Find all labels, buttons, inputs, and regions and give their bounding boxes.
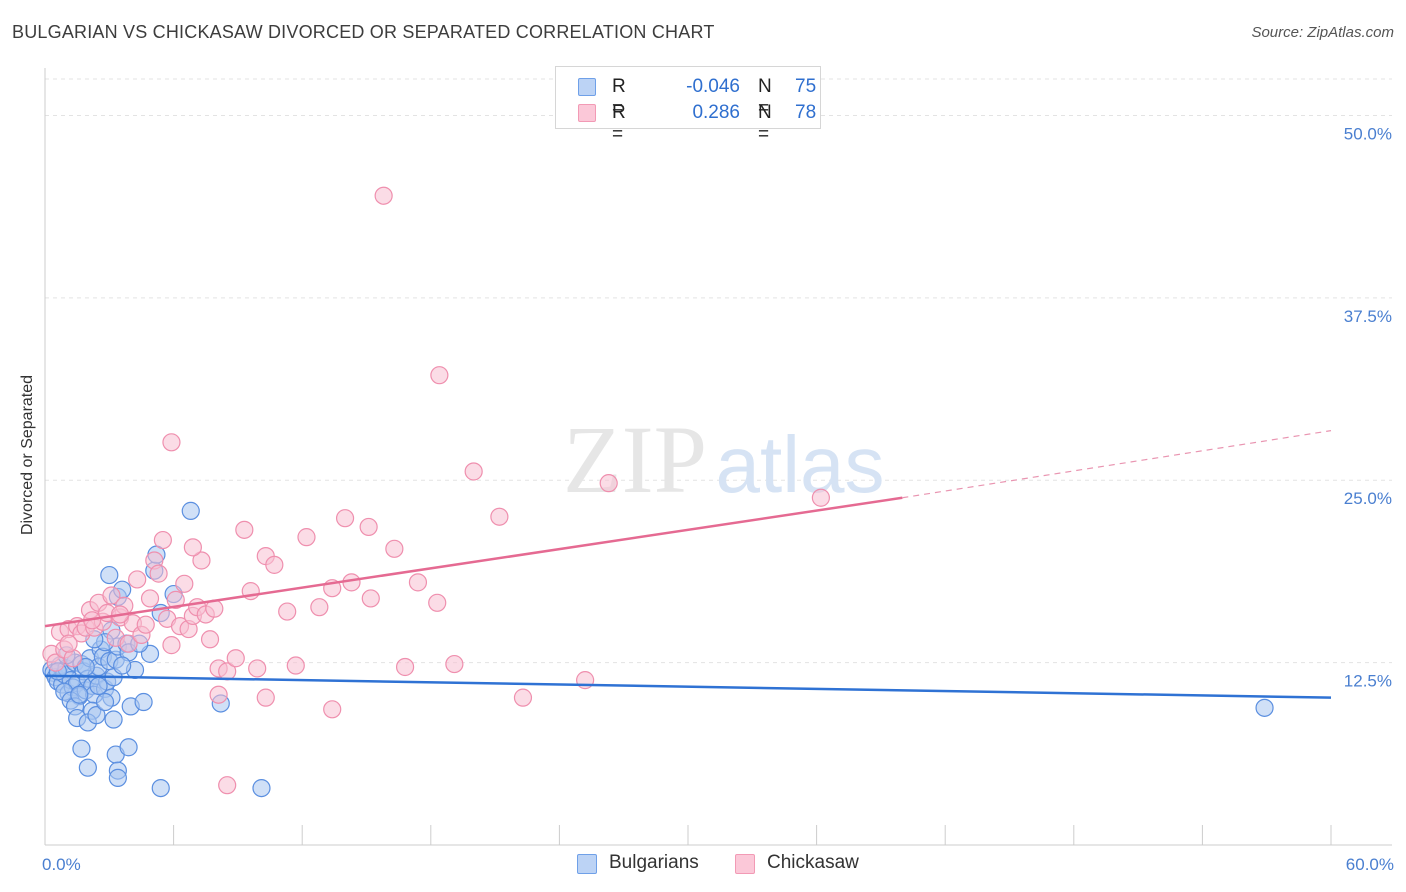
bottom-legend-swatch-chickasaw xyxy=(735,854,755,874)
data-point xyxy=(445,654,464,674)
data-point xyxy=(46,653,65,672)
data-point xyxy=(151,778,170,798)
data-point xyxy=(359,517,378,537)
data-point xyxy=(192,551,211,570)
trend-line-bulgarians xyxy=(44,674,1332,699)
data-point xyxy=(200,630,220,649)
data-point xyxy=(252,778,271,798)
grid-lines xyxy=(45,78,1392,664)
legend-n-label: N = xyxy=(758,76,772,119)
y-tick-label: 37.5% xyxy=(1344,307,1392,326)
data-point xyxy=(89,676,108,696)
data-point xyxy=(166,590,185,609)
legend-r-label: R = xyxy=(612,76,626,119)
data-point xyxy=(108,768,127,787)
data-point xyxy=(119,634,138,653)
data-point xyxy=(140,589,160,608)
axes xyxy=(44,68,1392,846)
series-chickasaw xyxy=(42,186,830,795)
correlation-legend: R = -0.046 N = 75 R = 0.286 N = 78 xyxy=(555,66,821,145)
series-bulgarians xyxy=(42,501,1274,798)
data-point xyxy=(256,688,275,707)
data-point xyxy=(87,706,106,725)
data-point xyxy=(265,555,284,574)
tick-labels: 12.5% 25.0% 37.5% 50.0% 0.0% 60.0% xyxy=(42,124,1394,874)
data-point xyxy=(278,602,297,621)
data-point xyxy=(310,598,329,617)
bottom-legend-label-bulgarians: Bulgarians xyxy=(609,852,699,873)
data-point xyxy=(149,564,168,583)
data-point xyxy=(1255,698,1274,717)
data-point xyxy=(490,507,509,526)
data-point xyxy=(175,574,194,593)
legend-r-value: 0.286 xyxy=(692,102,740,123)
data-point xyxy=(513,688,533,707)
data-point xyxy=(335,509,355,528)
data-point xyxy=(95,692,115,712)
data-point xyxy=(78,758,97,777)
trend-line-chickasaw xyxy=(44,496,903,628)
data-point xyxy=(361,589,380,608)
data-point xyxy=(134,692,153,712)
y-tick-label: 25.0% xyxy=(1344,489,1392,508)
data-point xyxy=(100,565,119,585)
data-point xyxy=(162,433,181,452)
legend-swatch-chickasaw xyxy=(578,104,596,122)
data-point xyxy=(428,593,447,612)
data-point xyxy=(72,739,91,758)
data-point xyxy=(181,501,200,520)
legend-n-value: 75 xyxy=(795,76,817,97)
legend-n-value: 78 xyxy=(795,102,817,123)
source-credit: Source: ZipAtlas.com xyxy=(1251,24,1394,41)
data-point xyxy=(430,366,449,385)
y-tick-label: 50.0% xyxy=(1344,124,1392,143)
trend-line-chickasaw-extension xyxy=(902,430,1332,499)
data-point xyxy=(811,488,830,507)
data-point xyxy=(70,685,89,704)
watermark-atlas: atlas xyxy=(716,420,885,509)
data-point xyxy=(104,710,123,729)
x-tick-label: 60.0% xyxy=(1346,855,1394,874)
legend-r-value: -0.046 xyxy=(686,76,740,97)
data-point xyxy=(136,615,155,634)
data-point xyxy=(153,530,172,550)
legend-swatch-bulgarians xyxy=(578,78,596,96)
watermark-zip: ZIP xyxy=(563,406,707,513)
x-tick-label: 0.0% xyxy=(42,855,81,874)
data-point xyxy=(323,700,342,719)
data-point xyxy=(464,462,483,481)
bottom-legend-swatch-bulgarians xyxy=(577,854,597,874)
data-point xyxy=(408,573,428,592)
y-tick-label: 12.5% xyxy=(1344,672,1392,691)
data-point xyxy=(226,649,245,668)
data-point xyxy=(297,528,316,547)
data-point xyxy=(235,520,254,539)
legend-r-label: R = xyxy=(612,102,626,145)
y-axis-label: Divorced or Separated xyxy=(19,374,36,536)
legend-n-label: N = xyxy=(758,102,772,145)
data-point xyxy=(599,474,618,493)
data-point xyxy=(248,659,267,678)
data-point xyxy=(218,776,237,795)
chart-title: BULGARIAN VS CHICKASAW DIVORCED OR SEPAR… xyxy=(12,22,715,42)
data-point xyxy=(119,738,138,757)
data-point xyxy=(59,634,78,653)
data-point xyxy=(395,657,415,677)
data-point xyxy=(128,570,147,589)
data-point xyxy=(162,636,181,655)
data-point xyxy=(209,685,228,704)
data-point xyxy=(374,186,393,205)
data-point xyxy=(286,656,305,675)
data-point xyxy=(183,538,202,557)
data-point xyxy=(385,539,404,558)
bottom-legend-label-chickasaw: Chickasaw xyxy=(767,852,859,873)
data-point xyxy=(102,586,121,605)
data-point xyxy=(113,656,132,675)
trend-lines xyxy=(44,430,1332,699)
